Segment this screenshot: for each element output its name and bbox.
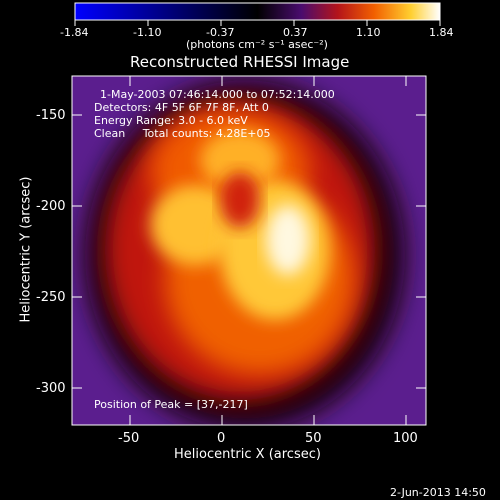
- y-tick-label: -200: [36, 199, 66, 214]
- colorbar-tick-label: -1.84: [60, 26, 89, 39]
- colorbar-tick-label: 1.10: [356, 26, 381, 39]
- x-tick-label: -50: [118, 431, 140, 446]
- x-tick-label: 50: [305, 431, 322, 446]
- colorbar-tick-label: -0.37: [206, 26, 235, 39]
- colorbar: [74, 2, 441, 26]
- x-axis-ticks: [129, 76, 407, 425]
- plot-title: Reconstructed RHESSI Image: [130, 53, 350, 71]
- y-tick-label: -250: [36, 290, 66, 305]
- y-tick-label: -300: [36, 381, 66, 396]
- y-axis-ticks: [72, 114, 426, 389]
- colorbar-gradient: [74, 2, 441, 21]
- x-tick-label: 0: [217, 431, 226, 446]
- colorbar-ticks: [74, 20, 441, 26]
- colorbar-tick-label: 0.37: [283, 26, 308, 39]
- colorbar-tick-label: -1.10: [133, 26, 162, 39]
- peak-position-label: Position of Peak = [37,-217]: [94, 398, 248, 411]
- colorbar-tick-label: 1.84: [429, 26, 454, 39]
- timestamp: 2-Jun-2013 14:50: [390, 486, 486, 499]
- info-line: Detectors: 4F 5F 6F 7F 8F, Att 0: [94, 101, 269, 114]
- x-axis-title: Heliocentric X (arcsec): [174, 447, 321, 462]
- info-line: 1-May-2003 07:46:14.000 to 07:52:14.000: [100, 88, 335, 101]
- y-axis-title: Heliocentric Y (arcsec): [18, 176, 34, 323]
- y-tick-label: -150: [36, 108, 66, 123]
- info-line: Energy Range: 3.0 - 6.0 keV: [94, 114, 248, 127]
- colorbar-unit-label: (photons cm⁻² s⁻¹ asec⁻²): [186, 38, 328, 51]
- x-tick-label: 100: [393, 431, 418, 446]
- info-line: Clean Total counts: 4.28E+05: [94, 127, 271, 140]
